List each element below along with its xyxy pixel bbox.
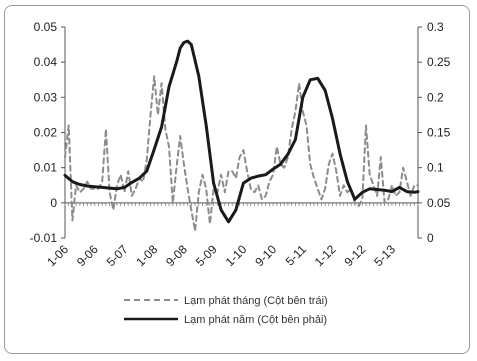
x-tick-label: 9-10 [252,242,279,269]
x-tick-label: 1-08 [133,242,160,269]
right-tick-label: 0.3 [427,20,444,34]
x-tick-label: 1-06 [44,242,71,269]
right-tick-label: 0.15 [427,126,451,140]
right-tick-label: 0.25 [427,55,451,69]
left-tick-label: 0.01 [34,161,58,175]
x-tick-label: 1-10 [223,242,250,269]
left-tick-label: 0.04 [34,55,58,69]
left-tick-label: 0.02 [34,126,58,140]
right-tick-label: 0.1 [427,161,444,175]
x-tick-label: 1-12 [312,242,339,269]
left-tick-label: 0.05 [34,20,58,34]
series-line-monthly-inflation [64,75,419,232]
x-tick-label: 5-07 [104,242,131,269]
series-lines [63,39,420,232]
left-tick-label: -0.01 [30,231,58,245]
right-tick-label: 0.05 [427,196,451,210]
chart-frame [4,5,470,354]
x-tick-label: 5-13 [371,242,398,269]
axes: -0.01 0 0.01 0.02 0.03 0.04 0.05 0 0.05 0.1 0.15 0.… [30,20,451,269]
right-tick-label: 0.2 [427,90,444,104]
legend-label-monthly: Lạm phát tháng (Cột bên trái) [184,295,328,307]
left-tick-label: 0.03 [34,90,58,104]
x-tick-label: 9-12 [341,242,368,269]
x-tick-label: 9-06 [74,242,101,269]
x-tick-label: 5-09 [193,242,220,269]
legend: Lạm phát tháng (Cột bên trái) Lạm phát n… [124,295,328,326]
left-tick-label: 0 [50,196,57,210]
series-line-annual-inflation [63,39,420,224]
x-tick-label: 9-08 [163,242,190,269]
legend-label-annual: Lạm phát năm (Cột bên phải) [184,314,327,326]
x-tick-label: 5-11 [283,242,309,268]
right-tick-label: 0 [427,231,434,245]
